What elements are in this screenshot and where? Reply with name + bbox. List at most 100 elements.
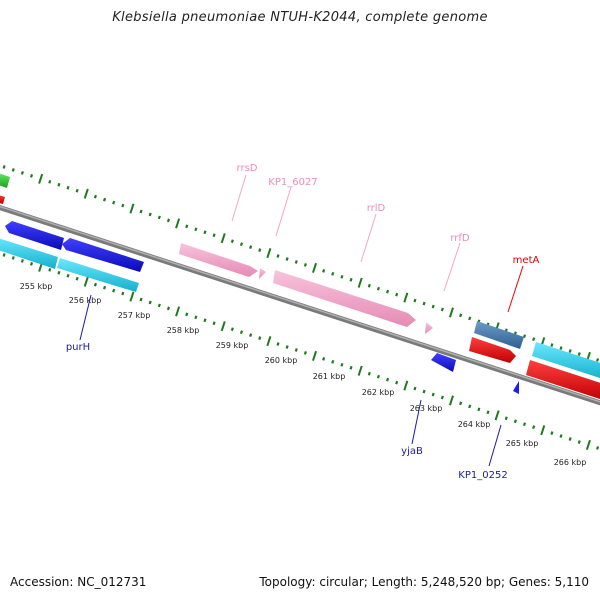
minor-tick	[550, 343, 554, 347]
minor-tick	[166, 218, 170, 223]
major-tick	[357, 365, 363, 376]
major-tick	[220, 321, 226, 332]
feature-KP1_6027-trna[interactable]	[259, 268, 266, 279]
minor-tick	[276, 254, 280, 258]
minor-tick	[239, 330, 244, 335]
minor-tick	[294, 260, 298, 264]
gene-label-purH[interactable]: purH	[66, 342, 90, 353]
minor-tick	[185, 312, 189, 317]
gene-label-rrlD[interactable]: rrlD	[367, 203, 386, 214]
minor-tick	[331, 271, 335, 276]
feature-cyan-cds-a[interactable]	[0, 237, 58, 269]
minor-tick	[93, 282, 97, 287]
gene-label-KP1_0252[interactable]: KP1_0252	[458, 470, 507, 481]
minor-tick	[550, 431, 554, 435]
minor-tick	[294, 348, 298, 352]
tick-label: 258 kbp	[167, 326, 200, 335]
feature-red-cds-right[interactable]	[526, 360, 600, 401]
feature-green-cds[interactable]	[0, 172, 10, 188]
minor-tick	[386, 289, 390, 294]
genome-backbone-highlight	[0, 205, 600, 403]
minor-tick	[468, 404, 472, 409]
minor-tick	[395, 380, 399, 385]
minor-tick	[413, 298, 417, 303]
label-leaders	[79, 174, 524, 467]
minor-tick	[431, 392, 435, 397]
minor-tick	[395, 292, 399, 297]
minor-tick	[29, 174, 34, 178]
minor-tick	[559, 346, 563, 350]
feature-red-cds-mid[interactable]	[469, 337, 516, 363]
major-tick	[494, 410, 500, 421]
leader-yjaB	[411, 399, 422, 445]
minor-tick	[230, 327, 234, 332]
minor-tick	[285, 345, 289, 349]
major-tick	[220, 233, 226, 244]
minor-tick	[148, 300, 152, 305]
leader-purH	[79, 294, 92, 341]
feature-purH[interactable]	[62, 238, 144, 272]
minor-tick	[522, 334, 527, 339]
leader-rrsD	[231, 174, 247, 222]
minor-tick	[331, 359, 335, 364]
minor-tick	[66, 185, 70, 190]
minor-tick	[459, 313, 463, 318]
feature-blue-cds-a[interactable]	[5, 221, 64, 250]
feature-metA[interactable]	[474, 321, 524, 349]
gene-label-yjaB[interactable]: yjaB	[401, 446, 423, 457]
feature-rrlD[interactable]	[273, 270, 416, 327]
feature-cyan-cds-right[interactable]	[532, 342, 600, 380]
minor-tick	[112, 288, 116, 293]
minor-tick	[93, 194, 97, 199]
minor-tick	[230, 239, 234, 244]
minor-tick	[75, 276, 79, 281]
leader-rrlD	[360, 213, 377, 263]
minor-tick	[121, 291, 125, 296]
minor-tick	[20, 171, 24, 175]
feature-cyan-cds-b[interactable]	[57, 258, 139, 292]
minor-tick	[194, 227, 198, 232]
minor-tick	[66, 273, 70, 278]
minor-tick	[340, 362, 344, 367]
minor-tick	[249, 333, 253, 337]
minor-tick	[203, 230, 207, 235]
minor-tick	[212, 233, 216, 238]
minor-tick	[376, 374, 380, 379]
feature-rrsD[interactable]	[179, 243, 258, 277]
minor-tick	[157, 215, 161, 220]
feature-rrfD[interactable]	[425, 322, 433, 334]
minor-tick	[568, 349, 572, 353]
minor-tick	[212, 321, 216, 326]
minor-tick	[577, 352, 581, 356]
reverse-strand-features	[0, 194, 600, 401]
minor-tick	[532, 425, 536, 430]
minor-tick	[477, 407, 481, 412]
minor-tick	[367, 371, 371, 376]
genome-backbone	[0, 204, 600, 406]
major-tick	[540, 425, 546, 436]
gene-label-metA[interactable]: metA	[513, 255, 540, 266]
gene-labels: rrsD KP1_6027 rrlD rrfD metA purH yjaB K…	[66, 163, 540, 481]
minor-tick	[258, 248, 262, 252]
gene-label-rrsD[interactable]: rrsD	[237, 163, 258, 174]
minor-tick	[185, 224, 189, 229]
feature-KP1_0252[interactable]	[513, 381, 519, 394]
feature-yjaB[interactable]	[431, 353, 456, 372]
feature-red-cds-left[interactable]	[0, 194, 5, 204]
minor-tick	[57, 182, 61, 187]
tick-label: 266 kbp	[554, 458, 587, 467]
minor-tick	[349, 365, 353, 370]
minor-tick	[148, 212, 152, 217]
minor-tick	[440, 395, 444, 400]
tick-label: 265 kbp	[506, 439, 539, 448]
major-tick	[312, 262, 318, 273]
minor-tick	[194, 315, 198, 320]
minor-tick	[139, 209, 143, 214]
major-tick	[129, 203, 135, 214]
gene-label-rrfD[interactable]: rrfD	[450, 233, 470, 244]
minor-tick	[121, 203, 125, 208]
gene-label-KP1_6027[interactable]: KP1_6027	[268, 177, 317, 188]
major-tick	[266, 248, 272, 259]
minor-tick	[48, 179, 52, 184]
tick-label: 264 kbp	[458, 420, 491, 429]
